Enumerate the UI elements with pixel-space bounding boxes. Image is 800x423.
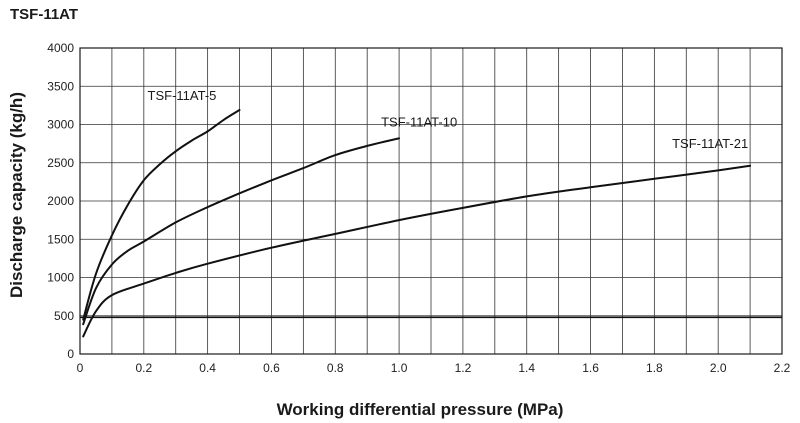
y-tick-label: 4000 [47,41,74,55]
y-tick-label: 1500 [47,232,74,246]
x-tick-label: 2.0 [710,361,727,375]
series-label-tsf-11at-21: TSF-11AT-21 [672,136,748,151]
x-tick-label: 1.0 [391,361,408,375]
x-tick-labels: 0 0.2 0.4 0.6 0.8 1.0 1.2 1.4 1.6 1.8 2.0 2.2 [77,361,791,375]
x-axis-title: Working differential pressure (MPa) [277,400,564,419]
plot-frame [79,47,783,355]
x-tick-label: 1.4 [518,361,535,375]
y-tick-label: 2000 [47,194,74,208]
x-tick-label: 1.6 [582,361,599,375]
series-label-tsf-11at-5: TSF-11AT-5 [148,88,217,103]
y-tick-label: 3000 [47,118,74,132]
series-label-tsf-11at-10: TSF-11AT-10 [381,114,457,129]
x-tick-label: 0.8 [327,361,344,375]
x-tick-label: 0.2 [135,361,152,375]
y-axis-title: Discharge capacity (kg/h) [7,92,26,298]
series-line-tsf-11at-10 [82,137,401,326]
y-tick-labels: 0 500 1000 1500 2000 2500 3000 3500 4000 [47,41,74,361]
y-tick-label: 2500 [47,156,74,170]
x-tick-label: 1.2 [455,361,472,375]
x-tick-label: 0.6 [263,361,280,375]
series-line-tsf-11at-21 [82,164,752,338]
y-tick-label: 3500 [47,79,74,93]
y-tick-label: 500 [54,309,74,323]
x-tick-label: 0 [77,361,84,375]
series-lines [82,109,752,338]
y-tick-label: 0 [67,347,74,361]
x-tick-label: 0.4 [199,361,216,375]
x-tick-label: 2.2 [774,361,791,375]
series-labels: TSF-11AT-5 TSF-11AT-10 TSF-11AT-21 [148,88,749,151]
grid [80,48,782,354]
chart-title: TSF-11AT [10,6,79,23]
y-tick-label: 1000 [47,271,74,285]
series-line-tsf-11at-5 [82,109,241,321]
x-tick-label: 1.8 [646,361,663,375]
